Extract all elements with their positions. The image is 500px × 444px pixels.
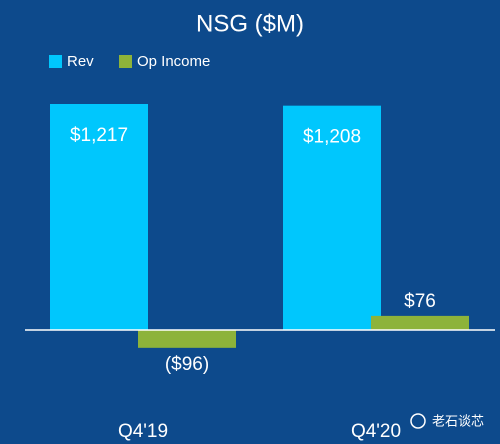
value-label: ($96): [165, 354, 209, 375]
value-label: $1,217: [70, 125, 128, 146]
value-label: $76: [404, 291, 436, 312]
legend-swatch: [119, 55, 132, 68]
watermark: 老石谈芯: [432, 415, 484, 430]
x-tick-label: Q4'19: [118, 421, 168, 442]
legend-label: Op Income: [137, 53, 210, 70]
watermark-group: 老石谈芯: [410, 413, 484, 430]
bar: [138, 330, 236, 348]
legend-swatch: [49, 55, 62, 68]
bar: [283, 105, 381, 330]
bar: [371, 315, 469, 330]
watermark-icon: [410, 413, 426, 429]
legend-label: Rev: [67, 53, 94, 70]
value-label: $1,208: [303, 127, 361, 148]
x-tick-label: Q4'20: [351, 421, 401, 442]
chart-title: NSG ($M): [196, 10, 304, 37]
bar: [50, 104, 148, 330]
